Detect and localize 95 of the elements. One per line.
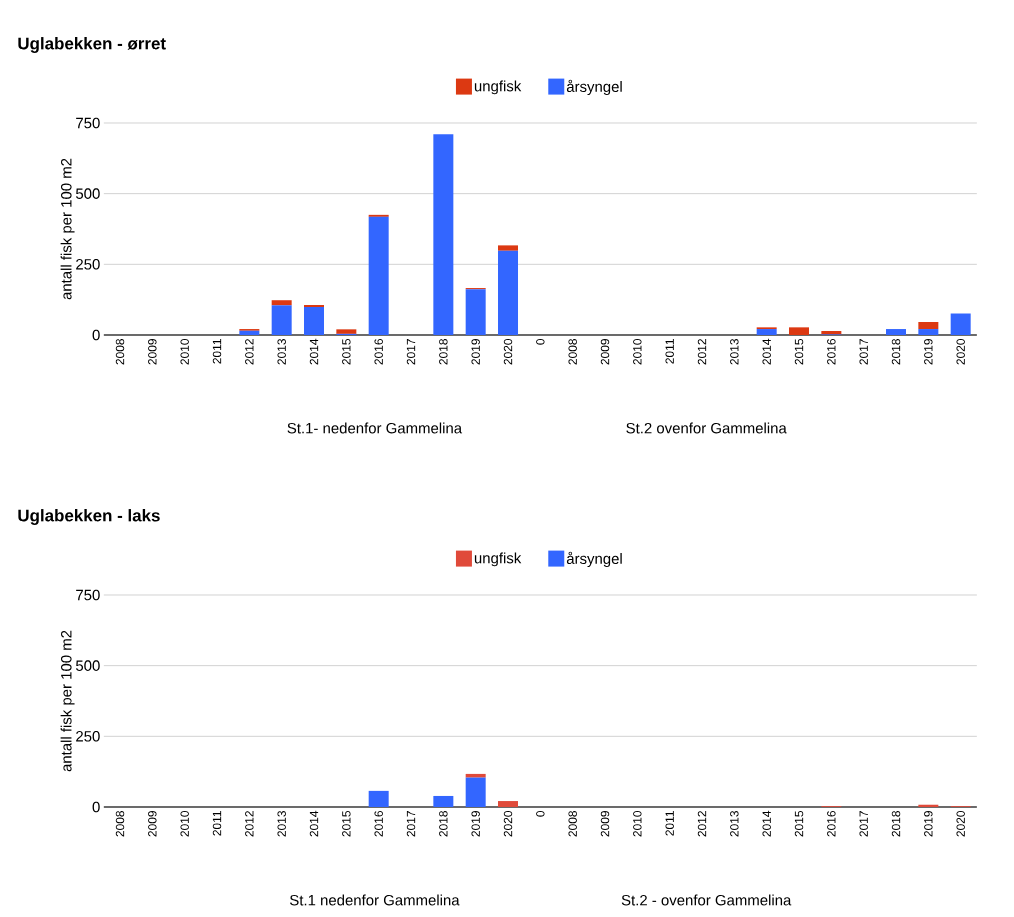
chart-title: Uglabekken - laks (18, 509, 160, 525)
bar (756, 329, 777, 335)
x-tick-label: 2017 (859, 339, 868, 365)
x-tick-label: 2017 (406, 811, 416, 837)
bar (271, 300, 292, 306)
x-tick-label: 2019 (471, 811, 480, 837)
x-tick-label: 2014 (309, 810, 319, 837)
x-tick-label: 2019 (924, 339, 933, 365)
bar (498, 245, 519, 251)
bar (789, 327, 810, 335)
x-tick-label: 2011 (212, 339, 222, 364)
bar (336, 329, 357, 334)
x-tick-label: 2014 (309, 338, 319, 365)
x-tick-label: 2011 (665, 811, 674, 836)
x-tick-label: 2013 (730, 339, 739, 365)
bar (918, 329, 939, 335)
x-tick-label: 2009 (148, 339, 157, 365)
y-tick-label: 750 (76, 117, 100, 129)
y-tick-label: 0 (92, 329, 100, 341)
x-tick-label: 2011 (665, 339, 674, 364)
text: St.2 ovenfor Gammelina (626, 422, 787, 434)
y-axis-title: antall fisk per 100 m2 (60, 158, 75, 300)
x-tick-label: 2020 (503, 338, 513, 365)
x-tick-label: 2012 (245, 811, 254, 837)
bar (433, 795, 454, 807)
bar (304, 307, 325, 335)
legend-label: ungfisk (474, 552, 522, 567)
x-tick-label: 0 (536, 338, 545, 345)
bar (465, 773, 486, 778)
bar (271, 305, 292, 335)
x-tick-label: 2010 (180, 810, 189, 837)
x-tick-label: 2015 (794, 339, 804, 365)
bar (433, 134, 454, 335)
legend-label: årsyngel (566, 79, 622, 95)
x-tick-label: 2009 (600, 811, 610, 837)
text: St.1 nedenfor Gammelina (290, 894, 460, 906)
chart-title: Uglabekken - ørret (18, 37, 166, 53)
x-tick-label: 2011 (212, 811, 222, 836)
y-tick-label: 250 (76, 259, 100, 270)
x-tick-label: 2010 (633, 810, 642, 837)
bar (918, 321, 939, 330)
x-tick-label: 2016 (374, 811, 383, 837)
x-tick-label: 2018 (439, 811, 448, 837)
x-tick-label: 2020 (503, 810, 513, 837)
x-tick-label: 2019 (471, 339, 480, 365)
x-tick-label: 2016 (827, 811, 836, 837)
bar (950, 313, 971, 335)
y-tick-label: 750 (76, 589, 100, 601)
bar (368, 216, 389, 335)
text: St.1- nedenfor Gammelina (287, 422, 463, 434)
x-tick-label: 2018 (891, 339, 901, 365)
x-tick-label: 2016 (827, 339, 836, 365)
x-tick-label: 2019 (924, 811, 933, 837)
x-tick-label: 2016 (374, 339, 383, 365)
x-tick-label: 2018 (891, 811, 901, 837)
y-tick-label: 500 (75, 188, 100, 199)
x-tick-label: 2012 (245, 339, 254, 365)
x-tick-label: 2008 (115, 811, 125, 837)
x-tick-label: 2013 (730, 811, 739, 837)
bar (886, 329, 907, 335)
bar (465, 289, 486, 335)
y-axis-title: antall fisk per 100 m2 (60, 630, 75, 772)
x-tick-label: 2009 (600, 339, 610, 365)
legend-label: årsyngel (566, 551, 622, 567)
x-tick-label: 2010 (180, 338, 189, 365)
x-tick-label: 2020 (956, 338, 965, 365)
y-tick-label: 250 (76, 731, 100, 742)
x-tick-label: 2018 (439, 339, 448, 365)
x-tick-label: 2008 (568, 339, 577, 365)
x-tick-label: 2015 (342, 811, 351, 837)
y-tick-label: 0 (92, 801, 100, 813)
x-tick-label: 2012 (697, 811, 707, 837)
x-tick-label: 2010 (633, 338, 642, 365)
bar (368, 790, 389, 807)
x-tick-label: 2017 (859, 811, 868, 837)
bar (498, 801, 519, 807)
x-tick-label: 2017 (406, 339, 416, 365)
x-tick-label: 2008 (115, 339, 125, 365)
x-tick-label: 2013 (277, 811, 286, 837)
bar (239, 330, 260, 335)
x-tick-label: 2008 (568, 811, 577, 837)
bar (465, 777, 486, 807)
x-tick-label: 2015 (794, 811, 804, 837)
x-tick-label: 2015 (342, 339, 351, 365)
x-tick-label: 2020 (956, 810, 965, 837)
x-tick-label: 2009 (148, 811, 157, 837)
x-tick-label: 2014 (762, 810, 771, 837)
x-tick-label: 0 (536, 810, 545, 817)
text: St.2 - ovenfor Gammelina (621, 894, 792, 906)
x-tick-label: 2012 (697, 339, 707, 365)
bar (498, 250, 519, 335)
legend-label: ungfisk (474, 80, 522, 95)
y-tick-label: 500 (75, 660, 100, 671)
x-tick-label: 2013 (277, 339, 286, 365)
x-tick-label: 2014 (762, 338, 771, 365)
